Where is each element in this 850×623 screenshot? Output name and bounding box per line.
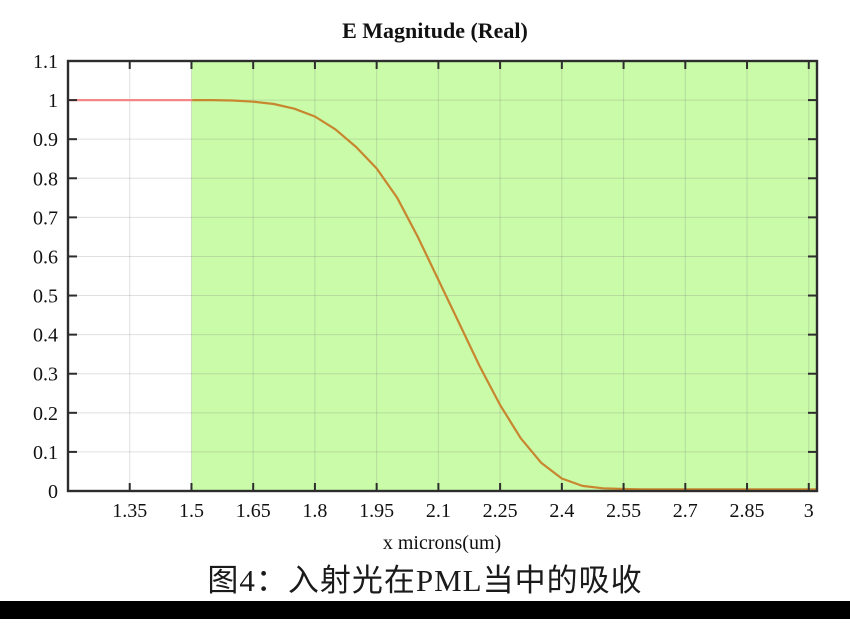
e-magnitude-chart: 1.35 1.5 1.65 1.8 1.95 2.1 2.25 2.4 2.55 2.7 2.85 3…	[33, 18, 819, 554]
x-tick-label: 1.8	[302, 500, 327, 522]
x-tick-label: 1.65	[236, 500, 271, 522]
chart-title: E Magnitude (Real)	[342, 18, 528, 43]
y-tick-label: 1.1	[33, 51, 58, 73]
pml-shaded-region	[191, 61, 817, 491]
y-tick-label: 0.5	[33, 286, 58, 308]
y-tick-label: 0.3	[33, 364, 58, 386]
y-tick-label: 0.6	[33, 246, 58, 268]
bottom-black-bar	[0, 601, 850, 619]
figure-caption: 图4：入射光在PML当中的吸收	[207, 563, 643, 598]
axis-ticks	[68, 60, 817, 492]
y-tick-label: 0.1	[33, 442, 58, 464]
gridlines	[68, 61, 817, 491]
x-tick-label: 1.95	[359, 500, 394, 522]
x-tick-label: 2.1	[426, 500, 451, 522]
x-tick-label: 2.25	[483, 500, 518, 522]
x-tick-label: 2.4	[549, 500, 574, 522]
x-axis-label: x microns(um)	[383, 532, 501, 554]
y-tick-label: 0.2	[33, 403, 58, 425]
plot-border	[66, 59, 819, 493]
x-tick-label: 2.55	[606, 500, 641, 522]
y-tick-label: 0	[48, 481, 58, 503]
x-tick-label: 1.5	[179, 500, 204, 522]
e-magnitude-curve	[66, 99, 819, 491]
y-tick-label: 0.7	[33, 207, 58, 229]
y-tick-label: 0.9	[33, 129, 58, 151]
x-tick-label: 2.7	[673, 500, 698, 522]
x-tick-label: 2.85	[730, 500, 765, 522]
y-tick-label: 0.4	[33, 325, 58, 347]
x-tick-label: 3	[804, 500, 814, 522]
y-tick-label: 0.8	[33, 168, 58, 190]
y-tick-label: 1	[48, 90, 58, 112]
x-tick-label: 1.35	[112, 500, 147, 522]
